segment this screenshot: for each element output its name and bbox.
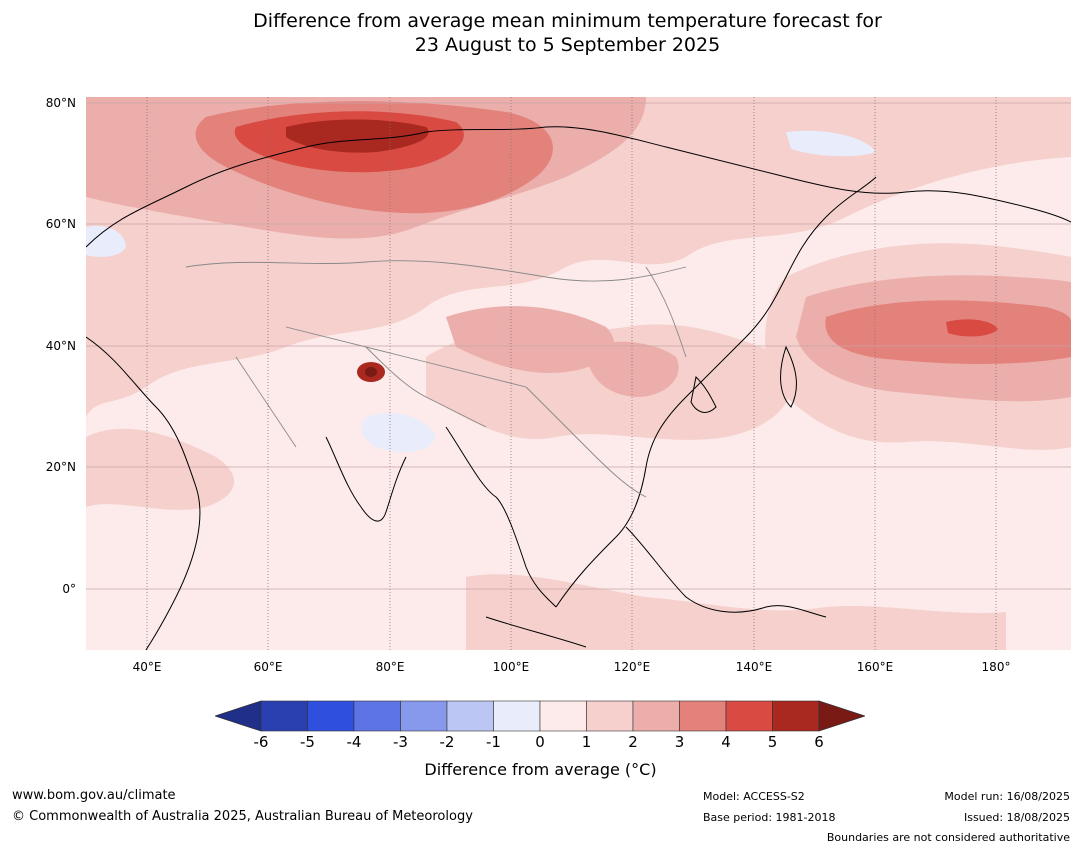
lon-label-180: 180°: [981, 660, 1011, 674]
colorbar-segment: [679, 700, 727, 732]
colorbar-label-text: Difference from average (°C): [424, 760, 657, 779]
zone-2-3-central: [446, 306, 614, 373]
footer-base-period: Base period: 1981-2018: [703, 811, 836, 824]
title-line-2: 23 August to 5 September 2025: [414, 34, 721, 56]
colorbar-tick-label: -3: [393, 733, 408, 751]
forecast-map: [86, 97, 1071, 650]
footer-copyright: © Commonwealth of Australia 2025, Austra…: [12, 809, 473, 824]
lon-label-140e: 140°E: [735, 660, 773, 674]
colorbar-segment: [307, 700, 355, 732]
colorbar-segment: [772, 700, 820, 732]
colorbar-tick-label: 6: [814, 733, 824, 751]
colorbar-tick-label: -1: [486, 733, 501, 751]
graticule: [146, 97, 997, 650]
zone-4-5-pacific: [946, 319, 998, 337]
colorbar-segment: [446, 700, 494, 732]
colorbar-segment: [260, 700, 308, 732]
colorbar-tick-label: 5: [767, 733, 778, 751]
colorbar-extend-high: [818, 700, 865, 732]
lon-label-40e: 40°E: [132, 660, 162, 674]
lat-label-20n: 20°N: [45, 460, 76, 474]
colorbar-tick-label: 2: [628, 733, 638, 751]
footer-boundaries: Boundaries are not considered authoritat…: [826, 831, 1070, 844]
colorbar-segment: [353, 700, 401, 732]
colorbar: [215, 700, 865, 732]
colorbar-segment: [493, 700, 541, 732]
lat-label-0: 0°: [62, 582, 76, 596]
lat-label-80n: 80°N: [45, 96, 76, 110]
lon-label-80e: 80°E: [375, 660, 405, 674]
coastlines: [86, 126, 1071, 650]
colorbar-segment: [725, 700, 773, 732]
colorbar-tick-label: 0: [535, 733, 545, 751]
footer-issued: Issued: 18/08/2025: [963, 811, 1070, 824]
lon-label-60e: 60°E: [253, 660, 283, 674]
zone-6-plus-tibet: [365, 367, 377, 377]
zone-neg-india: [361, 413, 436, 453]
latitude-lines: [86, 102, 1071, 590]
colorbar-segment: [539, 700, 587, 732]
colorbar-segment: [586, 700, 634, 732]
zone-neg-arctic: [786, 130, 876, 157]
footer-website: www.bom.gov.au/climate: [12, 788, 176, 803]
lat-label-40n: 40°N: [45, 339, 76, 353]
colorbar-tick-label: -4: [346, 733, 362, 751]
colorbar-label: Difference from average (°C): [0, 760, 1081, 779]
colorbar-tick-label: -2: [439, 733, 455, 751]
colorbar-tick-label: 4: [721, 733, 731, 751]
anomaly-contour-map: [86, 97, 1071, 650]
zone-neg-west: [86, 225, 126, 257]
country-borders: [185, 260, 687, 498]
lon-label-160e: 160°E: [856, 660, 894, 674]
lon-label-120e: 120°E: [613, 660, 651, 674]
colorbar-segment: [632, 700, 680, 732]
zone-2-3-china: [586, 341, 679, 397]
footer-model: Model: ACCESS-S2: [703, 790, 805, 803]
colorbar-segments: [215, 700, 865, 732]
footer-model-run: Model run: 16/08/2025: [944, 790, 1070, 803]
map-title: Difference from average mean minimum tem…: [0, 9, 1081, 57]
colorbar-segment: [400, 700, 448, 732]
title-line-1: Difference from average mean minimum tem…: [253, 10, 882, 32]
lat-label-60n: 60°N: [45, 217, 76, 231]
lon-label-100e: 100°E: [492, 660, 530, 674]
colorbar-extend-low: [215, 700, 262, 732]
colorbar-tick-label: -5: [300, 733, 315, 751]
colorbar-tick-label: 1: [581, 733, 592, 751]
colorbar-tick-label: 3: [674, 733, 685, 751]
colorbar-tick-label: -6: [253, 733, 269, 751]
